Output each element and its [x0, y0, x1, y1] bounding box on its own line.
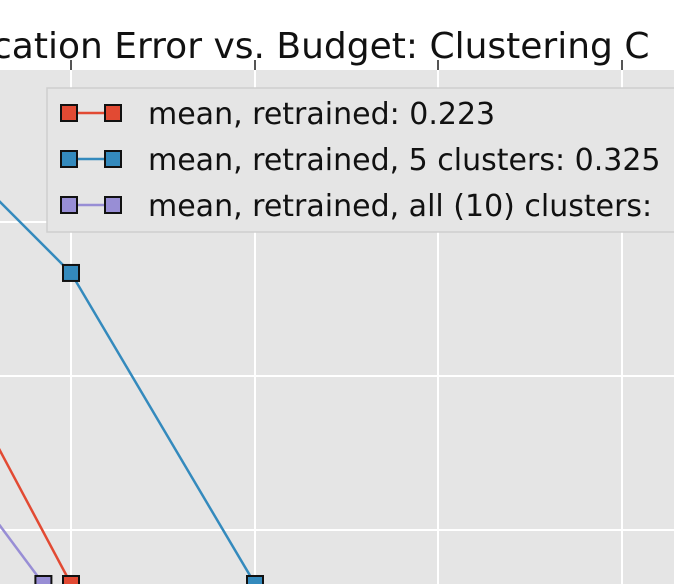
legend-marker [104, 196, 122, 214]
series-line [0, 447, 73, 584]
data-point-marker [246, 575, 264, 584]
legend-marker [60, 104, 78, 122]
legend-label: mean, retrained: 0.223 [148, 97, 495, 132]
series-line [0, 523, 45, 584]
legend-marker [60, 150, 78, 168]
legend-label: mean, retrained, 5 clusters: 0.325 [148, 143, 661, 178]
data-point-marker [62, 575, 80, 584]
legend-marker [60, 196, 78, 214]
legend-box [46, 87, 674, 233]
series-3 [0, 523, 53, 584]
series-2 [0, 200, 264, 584]
legend: mean, retrained: 0.223 mean, retrained, 5… [46, 87, 674, 233]
legend-entry: mean, retrained, 5 clusters: 0.325 [60, 143, 661, 178]
legend-marker [104, 150, 122, 168]
legend-entry: mean, retrained: 0.223 [60, 97, 495, 132]
data-point-marker [34, 575, 53, 584]
legend-label: mean, retrained, all (10) clusters: [148, 189, 652, 224]
x-ticks [70, 60, 623, 70]
legend-entry: mean, retrained, all (10) clusters: [60, 189, 652, 224]
legend-marker [104, 104, 122, 122]
series-1 [0, 447, 80, 584]
data-point-marker [62, 263, 80, 282]
chart-title: cation Error vs. Budget: Clustering C [0, 26, 649, 67]
series-layer [0, 200, 264, 584]
